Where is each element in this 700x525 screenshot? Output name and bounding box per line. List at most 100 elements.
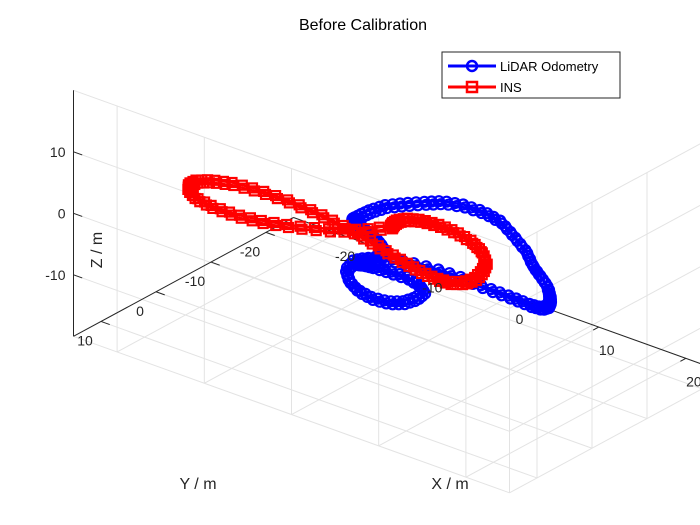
x-tick-label: -10 <box>422 279 442 295</box>
legend-label-lidar: LiDAR Odometry <box>500 59 599 74</box>
data-point <box>295 202 307 214</box>
box-edge <box>73 335 510 494</box>
y-tick-label: 10 <box>77 332 93 348</box>
data-point <box>475 206 488 220</box>
z-tick-mark <box>73 212 83 217</box>
data-point <box>434 275 446 287</box>
grid-line-floor-y <box>265 231 700 389</box>
data-point <box>435 221 447 233</box>
data-point <box>373 295 386 308</box>
data-point <box>203 177 215 189</box>
data-point <box>228 179 240 192</box>
data-point <box>281 218 293 231</box>
data-point <box>207 202 219 214</box>
grid-line-floor-y <box>100 320 538 479</box>
data-point <box>294 220 306 232</box>
x-tick-label: -20 <box>335 248 355 264</box>
data-point <box>310 225 322 237</box>
data-point <box>482 210 495 223</box>
y-tick-mark <box>210 261 220 266</box>
data-point <box>387 268 400 281</box>
data-point <box>470 274 483 287</box>
data-point <box>380 202 393 215</box>
data-point <box>486 286 499 299</box>
data-point <box>421 218 433 230</box>
legend-item-ins: INS <box>448 80 522 95</box>
data-point <box>198 177 210 189</box>
legend-label-ins: INS <box>500 80 522 95</box>
data-point <box>403 199 416 212</box>
y-tick-mark <box>100 320 110 326</box>
data-point <box>525 300 538 314</box>
legend-swatch-lidar-marker <box>465 59 479 73</box>
z-tick-label: -10 <box>45 267 65 283</box>
grid-line-floor-y <box>155 291 593 449</box>
data-point <box>192 177 204 189</box>
series-layer <box>182 174 558 316</box>
data-point <box>364 226 376 238</box>
data-point <box>521 247 534 260</box>
box-edge <box>509 389 700 494</box>
z-axis-label: Z / m <box>89 232 106 268</box>
data-point <box>441 224 453 236</box>
z-tick-mark <box>73 151 83 156</box>
data-point <box>238 182 250 194</box>
x-axis-label: X / m <box>431 476 468 493</box>
y-tick-mark <box>155 291 165 296</box>
data-point <box>308 222 320 234</box>
data-point <box>416 267 428 280</box>
x-tick-mark <box>680 357 687 362</box>
data-point <box>369 205 382 218</box>
data-point <box>380 297 393 310</box>
data-point <box>259 188 272 200</box>
legend-swatch-ins-marker <box>465 80 479 94</box>
data-point <box>415 216 427 228</box>
data-point <box>306 207 319 219</box>
z-tick-mark <box>73 274 83 279</box>
data-point <box>296 223 308 235</box>
y-axis-label: Y / m <box>179 476 216 493</box>
legend-box <box>441 51 621 99</box>
data-point <box>511 295 525 308</box>
data-point <box>270 219 282 232</box>
data-point <box>450 200 463 213</box>
z-tick-label: 0 <box>58 205 66 221</box>
data-point <box>380 266 393 279</box>
data-point <box>523 252 537 266</box>
data-point <box>518 298 531 311</box>
data-point <box>186 180 198 192</box>
data-point <box>386 298 399 311</box>
box-edge <box>509 143 700 248</box>
data-point <box>451 278 463 291</box>
x-tick-label: 10 <box>599 342 615 358</box>
data-point <box>445 278 457 291</box>
legend: LiDAR Odometry INS <box>441 51 621 99</box>
data-point <box>427 198 440 211</box>
data-point <box>428 219 440 232</box>
data-point <box>448 227 460 239</box>
data-point <box>246 215 258 227</box>
data-point <box>375 203 388 216</box>
grid-line-floor-x <box>204 264 425 384</box>
data-point <box>271 193 283 205</box>
x-tick-label: 0 <box>516 311 524 327</box>
data-point <box>268 216 280 229</box>
y-tick-label: -20 <box>240 243 260 259</box>
x-tick-label: 20 <box>686 373 700 389</box>
data-point <box>420 198 433 211</box>
grid-line-floor-y <box>210 261 648 420</box>
data-point <box>416 290 429 303</box>
data-point <box>352 259 365 272</box>
data-point <box>439 277 451 289</box>
data-point <box>489 213 502 226</box>
data-point <box>415 282 428 295</box>
data-point <box>387 222 399 234</box>
data-point <box>388 201 401 214</box>
z-tick-label: 10 <box>50 144 66 160</box>
data-point <box>392 298 405 311</box>
data-point <box>375 224 387 236</box>
grid-line-wall-z <box>73 274 510 432</box>
data-point <box>442 198 455 211</box>
data-point <box>454 230 466 242</box>
